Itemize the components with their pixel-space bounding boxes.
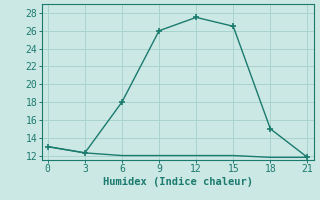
X-axis label: Humidex (Indice chaleur): Humidex (Indice chaleur) [103, 177, 252, 187]
